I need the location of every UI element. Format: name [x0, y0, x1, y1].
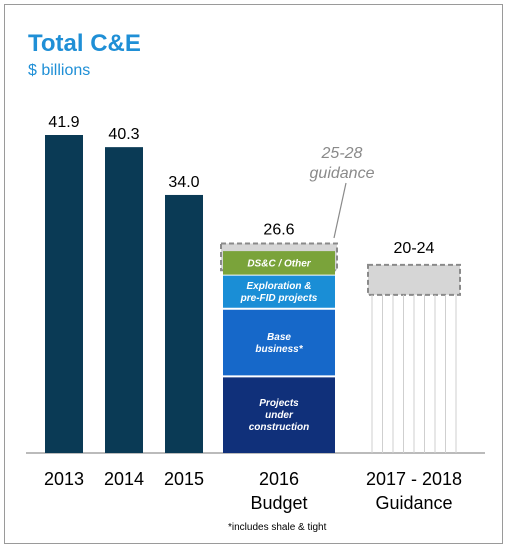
stack-segment-1: [223, 308, 335, 377]
stack-segment-top: [223, 251, 335, 275]
x-tick-label-1-0: 2014: [104, 469, 144, 489]
data-label-2013: 41.9: [48, 114, 79, 131]
guidance-callout-pointer: [333, 182, 347, 239]
bar-2015: [165, 194, 203, 454]
data-label-2015: 34.0: [168, 174, 199, 191]
guidance-callout-line1: 25-28: [321, 145, 363, 162]
x-tick-label-3-1: Budget: [250, 493, 307, 513]
stack-label-0-1: under: [265, 410, 294, 421]
guidance-callout-line2: guidance: [310, 165, 375, 182]
bar-2014: [105, 147, 143, 454]
x-tick-label-2-0: 2015: [164, 469, 204, 489]
stack-label-1-0: Base: [267, 332, 291, 343]
x-tick-label-4-1: Guidance: [375, 493, 452, 513]
bar-2013: [45, 135, 83, 453]
data-label-2014: 40.3: [108, 126, 139, 143]
stack-label-top-0: DS&C / Other: [247, 258, 311, 269]
data-label-2017-2018: 20-24: [394, 240, 435, 257]
x-tick-label-3-0: 2016: [259, 469, 299, 489]
guidance-box-2017-2018: [367, 263, 461, 296]
stack-label-2-1: pre-FID projects: [240, 293, 318, 304]
chart-title: Total C&E: [28, 30, 141, 57]
stack-segment-0: [223, 376, 335, 453]
stack-segment-2: [223, 274, 335, 309]
chart-frame: [4, 4, 503, 544]
footnote: *includes shale & tight: [228, 522, 327, 533]
chart-subtitle: $ billions: [28, 62, 91, 79]
stack-label-0-2: construction: [249, 422, 310, 433]
x-tick-label-4-0: 2017 - 2018: [366, 469, 462, 489]
x-tick-label-0-0: 2013: [44, 469, 84, 489]
data-label-2016: 26.6: [263, 221, 294, 238]
stack-label-1-1: business*: [255, 344, 303, 355]
stack-label-2-0: Exploration &: [246, 281, 311, 292]
stack-label-0-0: Projects: [259, 398, 299, 409]
